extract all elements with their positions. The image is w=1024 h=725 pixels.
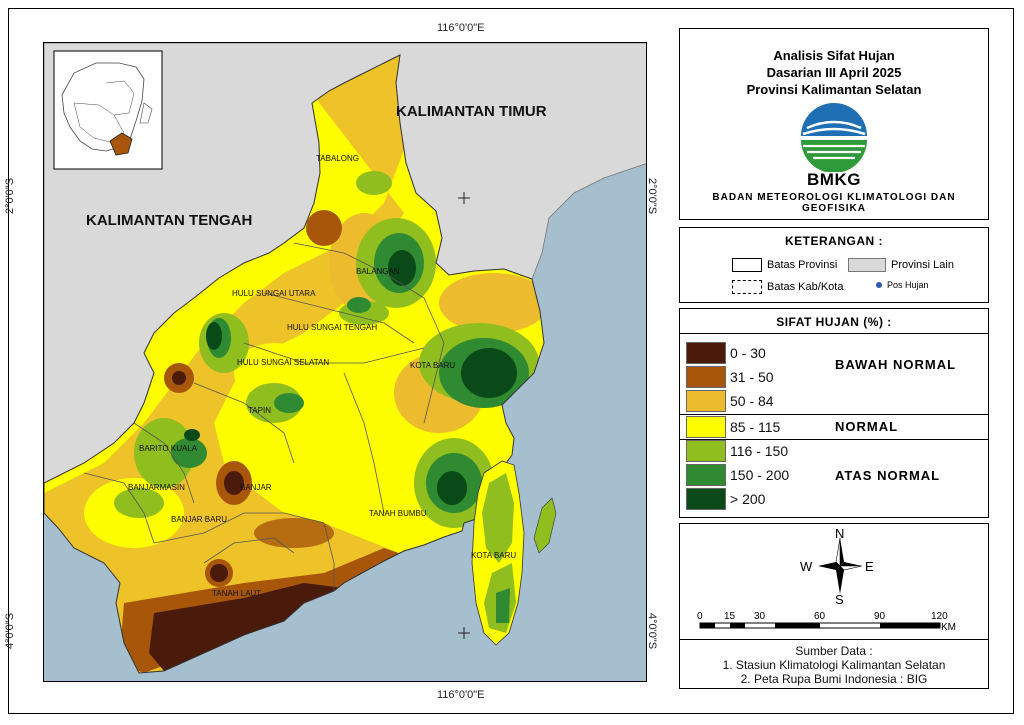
title-panel: Analisis Sifat Hujan Dasarian III April … <box>679 28 989 220</box>
blue-dot-icon <box>876 282 882 288</box>
label-tabalong: TABALONG <box>316 154 359 163</box>
class-row: 31 - 50 <box>686 366 774 388</box>
inset-map <box>53 50 163 170</box>
class-swatch <box>686 390 726 412</box>
east-label: E <box>865 559 874 574</box>
legend-title: KETERANGAN : <box>785 234 883 248</box>
legend-label: Batas Provinsi <box>767 259 838 271</box>
category-above-normal: ATAS NORMAL <box>835 468 941 483</box>
longitude-label-top: 116°0'0"E <box>437 22 485 34</box>
title-line-2: Dasarian III April 2025 <box>766 65 902 80</box>
category-normal: NORMAL <box>835 419 899 434</box>
class-range: > 200 <box>730 491 766 507</box>
latitude-label-right-4: 4°0'0"S <box>646 612 659 650</box>
sifat-hujan-panel: SIFAT HUJAN (%) : 0 - 30 31 - 50 50 - 84… <box>679 308 989 518</box>
legend-item-batas-provinsi: Batas Provinsi <box>732 258 837 272</box>
agency-name: BADAN METEOROLOGI KLIMATOLOGI DAN GEOFIS… <box>712 192 956 214</box>
divider <box>680 333 988 334</box>
label-kota-baru-north: KOTA BARU <box>410 361 455 370</box>
scale-panel: N S E W 0 15 30 60 90 120 KM Sumber Data… <box>679 523 989 689</box>
legend-label: Provinsi Lain <box>891 259 954 271</box>
class-row: 150 - 200 <box>686 464 789 486</box>
label-hulu-sungai-selatan: HULU SUNGAI SELATAN <box>237 358 329 367</box>
bmkg-logo-text: BMKG <box>807 170 861 189</box>
class-swatch <box>686 464 726 486</box>
title-line-3: Provinsi Kalimantan Selatan <box>746 82 922 97</box>
label-kota-baru-south: KOTA BARU <box>471 551 516 560</box>
legend-label: Pos Hujan <box>887 280 929 290</box>
class-row: 0 - 30 <box>686 342 766 364</box>
scale-tick: 30 <box>754 611 766 622</box>
scale-unit: KM <box>941 622 956 633</box>
north-arrow-icon <box>818 537 863 594</box>
grid-crosses <box>458 192 470 639</box>
scale-tick: 0 <box>697 611 703 622</box>
divider <box>680 639 988 640</box>
legend-item-batas-kab-kota: Batas Kab/Kota <box>732 280 843 294</box>
label-kalimantan-timur: KALIMANTAN TIMUR <box>396 103 547 120</box>
class-swatch <box>686 416 726 438</box>
divider <box>680 439 988 440</box>
label-barito-kuala: BARITO KUALA <box>139 444 198 453</box>
north-label: N <box>835 526 844 541</box>
rainfall-map[interactable]: KALIMANTAN TIMUR KALIMANTAN TENGAH TABAL… <box>43 42 647 682</box>
label-banjarmasin: BANJARMASIN <box>128 483 185 492</box>
class-row: 85 - 115 <box>686 416 780 438</box>
label-kalimantan-tengah: KALIMANTAN TENGAH <box>86 212 252 229</box>
class-swatch <box>686 488 726 510</box>
dashed-box-icon <box>732 280 762 294</box>
class-range: 150 - 200 <box>730 467 790 483</box>
scale-bar <box>699 622 941 629</box>
grey-box-icon <box>848 258 886 272</box>
class-range: 116 - 150 <box>730 443 789 459</box>
source-line-2: 2. Peta Rupa Bumi Indonesia : BIG <box>740 672 928 686</box>
source-line-1: 1. Stasiun Klimatologi Kalimantan Selata… <box>722 658 946 672</box>
label-tanah-bumbu: TANAH BUMBU <box>369 509 427 518</box>
scale-tick: 90 <box>874 611 886 622</box>
divider <box>680 414 988 415</box>
sifat-hujan-title: SIFAT HUJAN (%) : <box>776 315 892 329</box>
class-swatch <box>686 342 726 364</box>
bmkg-logo-icon <box>801 103 867 172</box>
source-heading: Sumber Data : <box>795 644 873 658</box>
title-line-1: Analisis Sifat Hujan <box>773 48 895 63</box>
longitude-label-bottom: 116°0'0"E <box>437 689 485 701</box>
scale-tick: 15 <box>724 611 736 622</box>
legend-item-pos-hujan: Pos Hujan <box>876 280 929 290</box>
legend-item-provinsi-lain: Provinsi Lain <box>848 258 954 272</box>
solid-box-icon <box>732 258 762 272</box>
class-row: 50 - 84 <box>686 390 774 412</box>
west-label: W <box>800 559 813 574</box>
class-range: 31 - 50 <box>730 369 774 385</box>
label-hulu-sungai-utara: HULU SUNGAI UTARA <box>232 289 316 298</box>
label-hulu-sungai-tengah: HULU SUNGAI TENGAH <box>287 323 377 332</box>
label-banjar-baru: BANJAR BARU <box>171 515 227 524</box>
class-range: 50 - 84 <box>730 393 774 409</box>
scale-tick: 60 <box>814 611 826 622</box>
latitude-label-left-2: 2°0'0"S <box>4 177 17 215</box>
legend-label: Batas Kab/Kota <box>767 281 844 293</box>
legend-panel: KETERANGAN : Batas Provinsi Provinsi Lai… <box>679 227 989 303</box>
scale-tick: 120 <box>931 611 948 622</box>
class-range: 0 - 30 <box>730 345 766 361</box>
north-arrow-and-scale: N S E W 0 15 30 60 90 120 KM <box>697 526 956 633</box>
class-row: 116 - 150 <box>686 440 788 462</box>
latitude-label-left-4: 4°0'0"S <box>4 612 17 650</box>
pulau-laut-island <box>471 460 557 646</box>
label-banjar: BANJAR <box>240 483 272 492</box>
south-label: S <box>835 592 844 607</box>
class-swatch <box>686 366 726 388</box>
province-boundary <box>44 54 545 674</box>
class-range: 85 - 115 <box>730 419 781 435</box>
category-below-normal: BAWAH NORMAL <box>835 357 957 372</box>
label-tapin: TAPIN <box>248 406 271 415</box>
label-balangan: BALANGAN <box>356 267 400 276</box>
latitude-label-right-2: 2°0'0"S <box>646 177 659 215</box>
map-frame <box>8 8 1014 714</box>
map-canvas: KALIMANTAN TIMUR KALIMANTAN TENGAH TABAL… <box>44 43 646 681</box>
label-tanah-laut: TANAH LAUT <box>212 589 261 598</box>
class-row: > 200 <box>686 488 765 510</box>
class-swatch <box>686 440 726 462</box>
